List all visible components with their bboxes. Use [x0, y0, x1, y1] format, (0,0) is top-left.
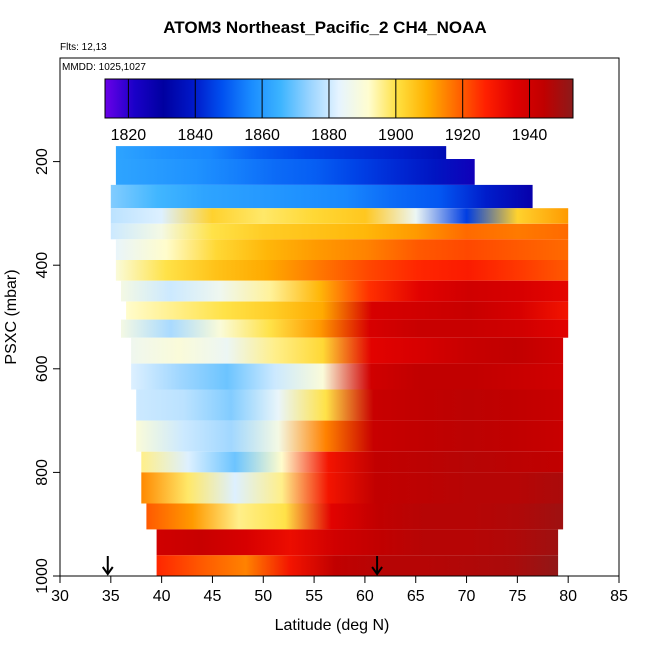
x-tick-label: 85 [610, 588, 628, 605]
colorbar-tick-label: 1920 [445, 127, 481, 144]
y-tick-label: 800 [34, 459, 51, 486]
y-axis-label: PSXC (mbar) [3, 269, 20, 364]
colorbar-tick-label: 1820 [111, 127, 147, 144]
heatmap-band [126, 301, 569, 320]
down-arrow [371, 556, 383, 576]
axes: 30 35 40 45 50 55 60 65 70 75 80 85 200 400 600 800 1000 [34, 57, 628, 605]
heatmap-band [141, 451, 564, 473]
x-tick-label: 70 [458, 588, 476, 605]
x-tick-label: 30 [51, 588, 69, 605]
x-tick-label: 75 [508, 588, 526, 605]
heatmap-band [131, 337, 564, 364]
latitude-arrows [101, 556, 383, 576]
heatmap-band [156, 555, 559, 576]
colorbar-tick-label: 1940 [512, 127, 548, 144]
y-tick-label: 600 [34, 355, 51, 382]
chart-title: ATOM3 Northeast_Pacific_2 CH4_NOAA [163, 18, 487, 37]
arrow-head [371, 566, 383, 576]
down-arrow [101, 556, 114, 576]
mmdd-label: MMDD: 1025,1027 [62, 62, 146, 73]
y-tick-label: 400 [34, 252, 51, 279]
x-tick-label: 60 [356, 588, 374, 605]
heatmap-band [131, 363, 564, 390]
heatmap-band [115, 239, 569, 260]
x-tick-label: 40 [153, 588, 171, 605]
y-tick-label: 1000 [34, 558, 51, 594]
heatmap-band [115, 146, 447, 159]
colorbar-tick-label: 1900 [378, 127, 414, 144]
heatmap-band [115, 260, 569, 281]
heatmap-band [121, 319, 569, 338]
y-tick-label: 200 [34, 148, 51, 175]
arrow-head [101, 566, 114, 576]
heatmap-band [110, 184, 533, 209]
colorbar-gradient [104, 78, 574, 119]
heatmap-band [136, 389, 564, 421]
heatmap-band [110, 208, 569, 224]
heatmap-band [141, 472, 564, 504]
colorbar: 1820 1840 1860 1880 1900 1920 1940 [104, 78, 574, 144]
heatmap-band [146, 503, 564, 530]
heatmap-band [115, 159, 475, 185]
x-tick-label: 35 [102, 588, 120, 605]
flights-label: Flts: 12,13 [60, 42, 107, 53]
colorbar-tick-label: 1860 [244, 127, 280, 144]
colorbar-tick-label: 1840 [177, 127, 213, 144]
heatmap-band [121, 280, 569, 302]
x-tick-label: 45 [204, 588, 222, 605]
heatmap-band [110, 223, 569, 240]
heatmap-band [136, 420, 564, 452]
colorbar-tick-label: 1880 [311, 127, 347, 144]
x-tick-label: 80 [559, 588, 577, 605]
heatmap-band [156, 529, 559, 556]
heatmap-bands [110, 146, 569, 576]
x-axis-label: Latitude (deg N) [275, 617, 390, 634]
plot-frame [59, 57, 620, 577]
x-tick-label: 65 [407, 588, 425, 605]
x-tick-label: 50 [254, 588, 272, 605]
x-tick-label: 55 [305, 588, 323, 605]
